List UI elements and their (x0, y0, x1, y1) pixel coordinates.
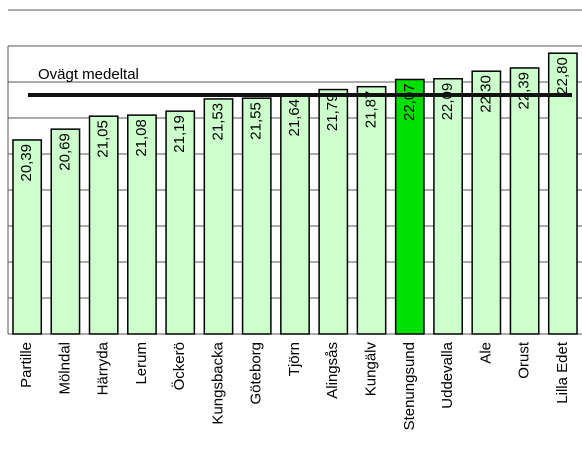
bar (471, 70, 502, 335)
value-label: 21,19 (171, 115, 188, 153)
bar (547, 52, 578, 335)
bar (50, 128, 81, 335)
x-tick-label: Lerum (133, 342, 150, 385)
bar (318, 88, 349, 335)
bar (88, 115, 119, 335)
value-label: 21,05 (95, 120, 112, 158)
mean-label: Ovägt medeltal (38, 66, 139, 83)
value-label: 21,64 (286, 99, 303, 137)
x-tick-label: Öckerö (170, 342, 188, 390)
value-label: 22,39 (516, 72, 533, 110)
bar (241, 97, 272, 335)
x-tick-label: Alingsås (324, 342, 341, 399)
x-tick-label: Partille (18, 342, 35, 388)
x-tick-label: Kungsbacka (209, 341, 226, 424)
value-label: 21,08 (133, 119, 150, 157)
x-tick-label: Ale (477, 342, 494, 364)
x-tick-label: Mölndal (56, 342, 73, 395)
bar (203, 98, 234, 335)
bar (12, 139, 43, 335)
bar (433, 78, 463, 335)
x-tick-label: Lilla Edet (554, 341, 571, 404)
x-tick-label: Orust (516, 341, 533, 379)
x-tick-label: Tjörn (286, 342, 303, 376)
value-label: 22,07 (401, 83, 418, 121)
value-label: 21,55 (248, 102, 265, 140)
value-label: 21,87 (363, 91, 380, 129)
x-tick-label: Kungälv (363, 342, 380, 397)
bar (509, 67, 540, 335)
value-label: 20,39 (18, 144, 35, 182)
bar (394, 78, 425, 335)
value-label: 22,09 (439, 83, 456, 121)
value-label: 20,69 (56, 133, 73, 171)
value-label: 21,79 (324, 94, 341, 132)
bar (356, 85, 387, 335)
bar (127, 114, 157, 335)
bar (165, 110, 196, 335)
x-tick-label: Härryda (95, 341, 112, 395)
value-label: 22,80 (554, 57, 571, 95)
x-tick-label: Stenungsund (401, 342, 418, 430)
x-tick-label: Uddevalla (439, 341, 456, 408)
x-tick-label: Göteborg (248, 342, 265, 405)
value-label: 21,53 (209, 103, 226, 141)
